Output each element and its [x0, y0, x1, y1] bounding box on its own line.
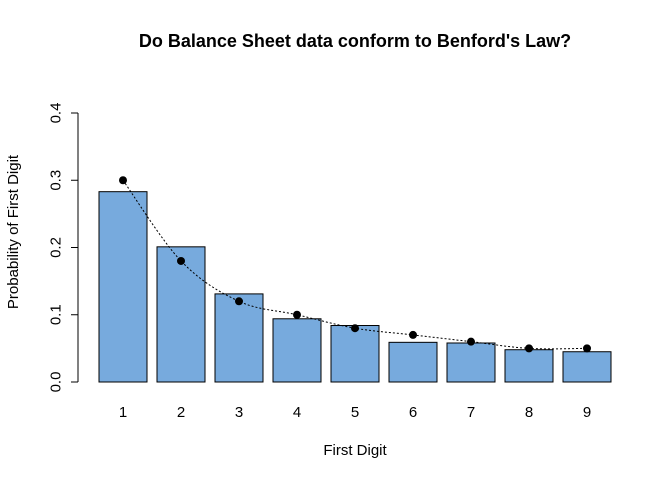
benford-point-digit-6 — [409, 330, 417, 339]
benford-point-digit-5 — [351, 324, 359, 333]
y-tick-label: 0.0 — [47, 372, 64, 393]
x-tick-label: 4 — [293, 404, 301, 421]
x-tick-label: 6 — [409, 404, 417, 421]
benford-point-digit-3 — [235, 297, 243, 306]
bar-digit-6 — [388, 341, 438, 383]
benford-point-digit-1 — [119, 176, 127, 185]
bar-digit-2 — [156, 246, 206, 383]
x-tick-label: 7 — [467, 404, 475, 421]
y-tick-label: 0.4 — [47, 103, 64, 124]
benford-point-digit-7 — [467, 337, 475, 346]
bar-digit-7 — [446, 342, 496, 383]
y-tick-label: 0.3 — [47, 170, 64, 191]
x-tick-label: 9 — [583, 404, 591, 421]
x-tick-label: 8 — [525, 404, 533, 421]
chart-title: Do Balance Sheet data conform to Benford… — [139, 31, 571, 51]
bar-digit-8 — [504, 349, 554, 383]
bar-digit-5 — [330, 325, 380, 383]
y-axis-label: Probability of First Digit — [5, 154, 22, 309]
benford-point-digit-2 — [177, 256, 185, 265]
benford-overlay — [119, 176, 591, 353]
x-tick-label: 3 — [235, 404, 243, 421]
bars-group — [98, 191, 612, 383]
benford-point-digit-4 — [293, 310, 301, 319]
benford-point-digit-9 — [583, 344, 591, 353]
benford-curve — [122, 179, 588, 350]
x-axis-ticks: 1 2 3 4 5 6 7 8 9 — [119, 404, 591, 421]
benford-point-digit-8 — [525, 344, 533, 353]
bar-digit-4 — [272, 318, 322, 383]
bar-digit-9 — [562, 351, 612, 383]
y-tick-label: 0.1 — [47, 304, 64, 325]
x-axis-label: First Digit — [323, 442, 387, 459]
bar-digit-3 — [214, 293, 264, 383]
bar-digit-1 — [98, 191, 148, 383]
y-tick-label: 0.2 — [47, 237, 64, 258]
x-tick-label: 1 — [119, 404, 127, 421]
x-tick-label: 2 — [177, 404, 185, 421]
y-axis: 0.0 0.1 0.2 0.3 0.4 — [47, 103, 79, 393]
x-tick-label: 5 — [351, 404, 359, 421]
